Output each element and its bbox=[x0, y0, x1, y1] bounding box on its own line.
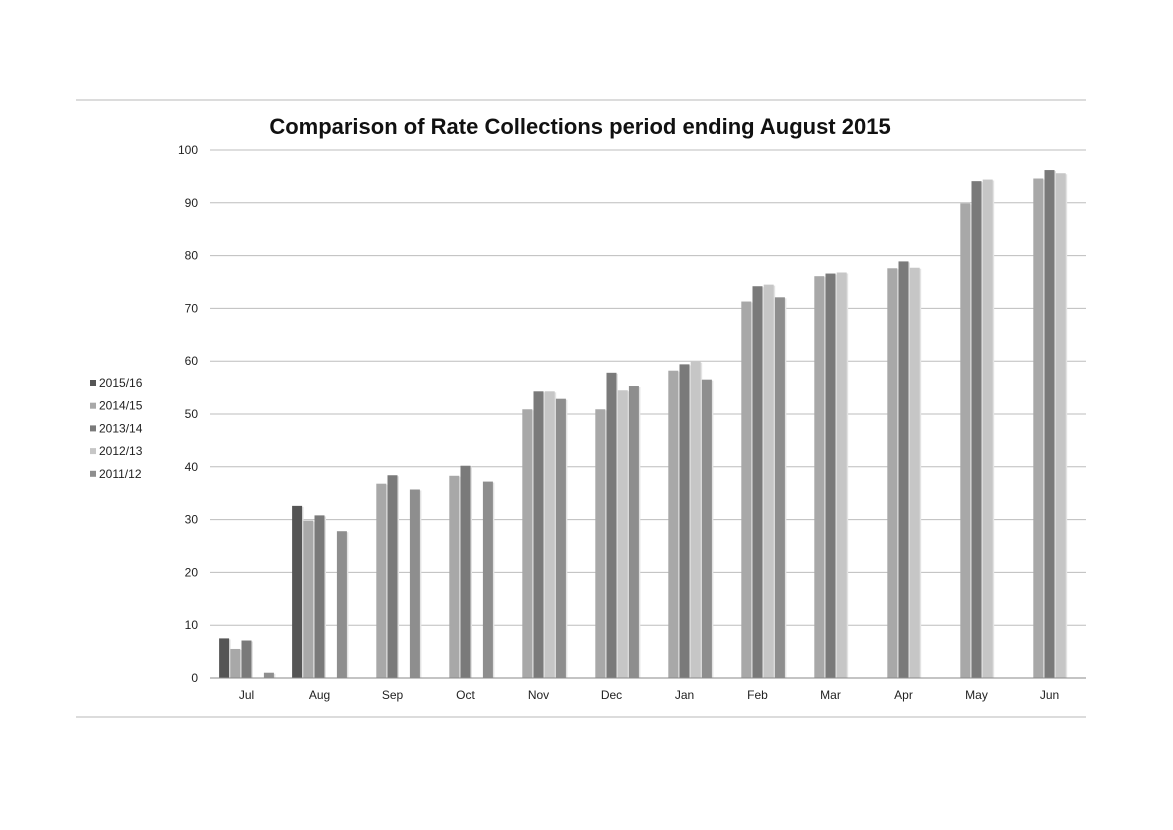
x-tick-label: Jan bbox=[675, 688, 694, 702]
bar-2012-13-apr bbox=[909, 267, 920, 678]
bar-2012-13-jun bbox=[1055, 173, 1066, 678]
bar-2013-14-feb bbox=[752, 286, 763, 678]
bar-2011-12-nov bbox=[555, 398, 566, 678]
bar-2012-13-may bbox=[982, 179, 993, 678]
y-tick-label: 80 bbox=[185, 249, 199, 263]
bar-2014-15-oct bbox=[449, 475, 460, 678]
x-tick-label: May bbox=[965, 688, 988, 702]
bar-2012-13-feb bbox=[763, 284, 774, 678]
x-tick-label: Feb bbox=[747, 688, 768, 702]
bar-2014-15-nov bbox=[522, 409, 533, 678]
legend-label: 2013/14 bbox=[99, 421, 143, 435]
bar-2014-15-feb bbox=[741, 301, 752, 678]
bar-2014-15-may bbox=[960, 203, 971, 678]
legend-swatch bbox=[90, 425, 96, 432]
gridlines bbox=[210, 149, 1086, 626]
bar-2013-14-oct bbox=[460, 465, 471, 678]
y-tick-label: 20 bbox=[185, 565, 199, 579]
x-tick-label: Sep bbox=[382, 688, 404, 702]
bar-2014-15-jan bbox=[668, 370, 679, 678]
bar-2013-14-nov bbox=[533, 391, 544, 678]
legend: 2015/16 2014/15 2013/14 2012/13 2011/12 bbox=[90, 376, 143, 481]
chart-title: Comparison of Rate Collections period en… bbox=[269, 114, 890, 139]
bar-2011-12-aug bbox=[336, 531, 347, 678]
legend-label: 2014/15 bbox=[99, 399, 143, 413]
bar-2014-15-jul bbox=[230, 648, 241, 678]
bar-2014-15-dec bbox=[595, 409, 606, 678]
y-tick-label: 90 bbox=[185, 196, 199, 210]
bar-2014-15-apr bbox=[887, 268, 898, 678]
bar-2015-16-jul bbox=[219, 638, 230, 678]
legend-label: 2011/12 bbox=[99, 467, 142, 481]
bar-2013-14-jun bbox=[1044, 170, 1055, 678]
y-tick-label: 50 bbox=[185, 407, 199, 421]
bar-2013-14-sep bbox=[387, 475, 398, 678]
bar-2014-15-sep bbox=[376, 483, 387, 678]
bar-2011-12-jul bbox=[263, 672, 274, 678]
bar-2011-12-feb bbox=[774, 297, 785, 678]
bar-2012-13-dec bbox=[617, 390, 628, 678]
y-tick-label: 30 bbox=[185, 513, 199, 527]
bars bbox=[219, 170, 1068, 679]
y-tick-labels: 0 10 20 30 40 50 60 70 80 90 100 bbox=[178, 143, 198, 685]
legend-label: 2015/16 bbox=[99, 376, 143, 390]
bar-2012-13-mar bbox=[836, 272, 847, 678]
bar-2013-14-mar bbox=[825, 273, 836, 678]
y-tick-label: 100 bbox=[178, 143, 198, 157]
bar-2013-14-may bbox=[971, 181, 982, 679]
bar-2011-12-jan bbox=[701, 379, 712, 678]
x-tick-label: Mar bbox=[820, 688, 841, 702]
bar-2013-14-apr bbox=[898, 261, 909, 678]
y-tick-label: 40 bbox=[185, 460, 199, 474]
y-tick-label: 70 bbox=[185, 301, 199, 315]
bar-2013-14-jan bbox=[679, 364, 690, 678]
x-tick-labels: Jul Aug Sep Oct Nov Dec Jan Feb Mar Apr May Jun bbox=[239, 688, 1059, 702]
bar-2014-15-aug bbox=[303, 520, 314, 678]
bar-2013-14-aug bbox=[314, 515, 325, 678]
bar-2014-15-jun bbox=[1033, 178, 1044, 678]
bar-2011-12-sep bbox=[409, 489, 420, 678]
y-tick-label: 0 bbox=[191, 671, 198, 685]
legend-swatch bbox=[90, 402, 96, 409]
bar-2013-14-dec bbox=[606, 372, 617, 678]
x-tick-label: Jul bbox=[239, 688, 254, 702]
legend-swatch bbox=[90, 380, 96, 386]
legend-swatch bbox=[90, 448, 96, 455]
x-tick-label: Jun bbox=[1040, 688, 1059, 702]
bar-2013-14-jul bbox=[241, 640, 252, 678]
y-tick-label: 10 bbox=[185, 618, 199, 632]
bar-2011-12-oct bbox=[482, 481, 493, 678]
y-tick-label: 60 bbox=[185, 354, 199, 368]
bar-2012-13-jan bbox=[690, 361, 701, 678]
x-tick-label: Apr bbox=[894, 688, 913, 702]
x-tick-label: Aug bbox=[309, 688, 330, 702]
bar-2014-15-mar bbox=[814, 276, 825, 678]
x-tick-label: Oct bbox=[456, 688, 475, 702]
legend-swatch bbox=[90, 470, 96, 477]
legend-label: 2012/13 bbox=[99, 444, 143, 458]
bar-2011-12-dec bbox=[628, 386, 639, 678]
x-tick-label: Nov bbox=[528, 688, 549, 702]
bar-2015-16-aug bbox=[292, 505, 303, 678]
bar-2012-13-nov bbox=[544, 391, 555, 678]
x-tick-label: Dec bbox=[601, 688, 622, 702]
